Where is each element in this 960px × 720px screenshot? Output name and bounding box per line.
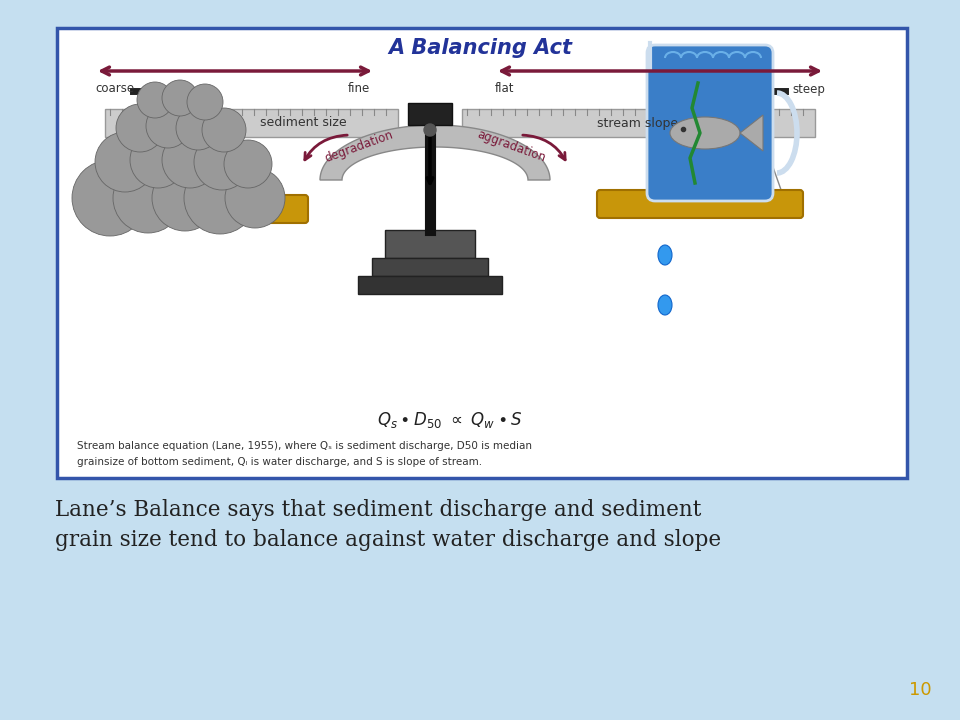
Polygon shape	[740, 115, 763, 151]
Text: A Balancing Act: A Balancing Act	[388, 38, 572, 58]
FancyBboxPatch shape	[372, 258, 488, 276]
Text: aggradation: aggradation	[475, 128, 547, 165]
FancyBboxPatch shape	[358, 276, 502, 294]
FancyBboxPatch shape	[92, 195, 308, 223]
Text: grainsize of bottom sediment, Qₗ is water discharge, and S is slope of stream.: grainsize of bottom sediment, Qₗ is wate…	[77, 457, 482, 467]
Circle shape	[116, 104, 164, 152]
Circle shape	[176, 106, 220, 150]
Text: flat: flat	[495, 83, 515, 96]
Ellipse shape	[658, 245, 672, 265]
Text: fine: fine	[348, 83, 370, 96]
FancyBboxPatch shape	[408, 103, 452, 125]
Text: $Q_s \bullet D_{50}\ \propto\ Q_w \bullet S$: $Q_s \bullet D_{50}\ \propto\ Q_w \bulle…	[377, 410, 523, 430]
FancyBboxPatch shape	[462, 109, 815, 137]
FancyBboxPatch shape	[647, 45, 773, 201]
Text: Stream balance equation (Lane, 1955), where Qₛ is sediment discharge, D50 is med: Stream balance equation (Lane, 1955), wh…	[77, 441, 532, 451]
Circle shape	[225, 168, 285, 228]
Text: coarse: coarse	[95, 83, 134, 96]
Text: 10: 10	[909, 681, 931, 699]
Circle shape	[162, 80, 198, 116]
Text: stream slope: stream slope	[597, 117, 679, 130]
Ellipse shape	[658, 295, 672, 315]
Circle shape	[137, 82, 173, 118]
Circle shape	[152, 165, 218, 231]
Circle shape	[146, 104, 190, 148]
Text: sediment size: sediment size	[260, 117, 347, 130]
FancyBboxPatch shape	[597, 190, 803, 218]
Circle shape	[72, 160, 148, 236]
Circle shape	[224, 140, 272, 188]
Text: degradation: degradation	[323, 128, 395, 165]
FancyBboxPatch shape	[105, 109, 398, 137]
Circle shape	[194, 134, 250, 190]
Circle shape	[424, 124, 436, 136]
Circle shape	[130, 132, 186, 188]
FancyBboxPatch shape	[57, 28, 907, 478]
Text: grain size tend to balance against water discharge and slope: grain size tend to balance against water…	[55, 529, 721, 551]
Circle shape	[187, 84, 223, 120]
Circle shape	[113, 163, 183, 233]
Polygon shape	[320, 125, 550, 180]
Text: Lane’s Balance says that sediment discharge and sediment: Lane’s Balance says that sediment discha…	[55, 499, 702, 521]
Circle shape	[202, 108, 246, 152]
Circle shape	[184, 162, 256, 234]
Circle shape	[95, 132, 155, 192]
FancyBboxPatch shape	[385, 230, 475, 258]
Text: steep: steep	[792, 83, 825, 96]
Circle shape	[162, 132, 218, 188]
Ellipse shape	[670, 117, 740, 149]
